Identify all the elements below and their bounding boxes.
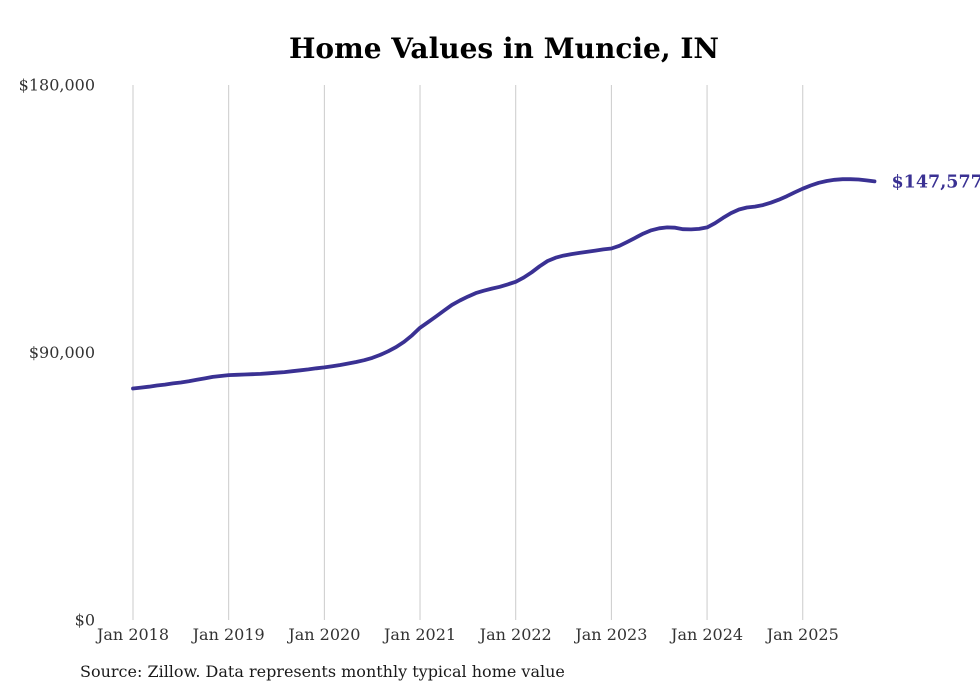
y-tick-label: $90,000 — [29, 343, 95, 362]
x-axis-tick-labels: Jan 2018 Jan 2019 Jan 2020 Jan 2021 Jan 2022… — [95, 625, 839, 644]
x-tick-label: Jan 2025 — [765, 625, 839, 644]
x-tick-label: Jan 2021 — [382, 625, 456, 644]
y-tick-label: $0 — [75, 611, 95, 630]
x-tick-label: Jan 2019 — [191, 625, 265, 644]
y-axis-tick-labels: $0 $90,000 $180,000 — [19, 76, 95, 630]
home-value-series-line — [131, 177, 877, 391]
source-note: Source: Zillow. Data represents monthly … — [80, 662, 565, 681]
y-tick-label: $180,000 — [19, 76, 95, 95]
gridline-group — [132, 85, 804, 620]
x-tick-label: Jan 2024 — [669, 625, 743, 644]
x-tick-label: Jan 2020 — [286, 625, 360, 644]
latest-value-label: $147,577 — [892, 172, 980, 192]
x-tick-label: Jan 2018 — [95, 625, 169, 644]
chart-title: Home Values in Muncie, IN — [289, 32, 719, 65]
x-tick-label: Jan 2023 — [573, 625, 647, 644]
x-tick-label: Jan 2022 — [478, 625, 552, 644]
